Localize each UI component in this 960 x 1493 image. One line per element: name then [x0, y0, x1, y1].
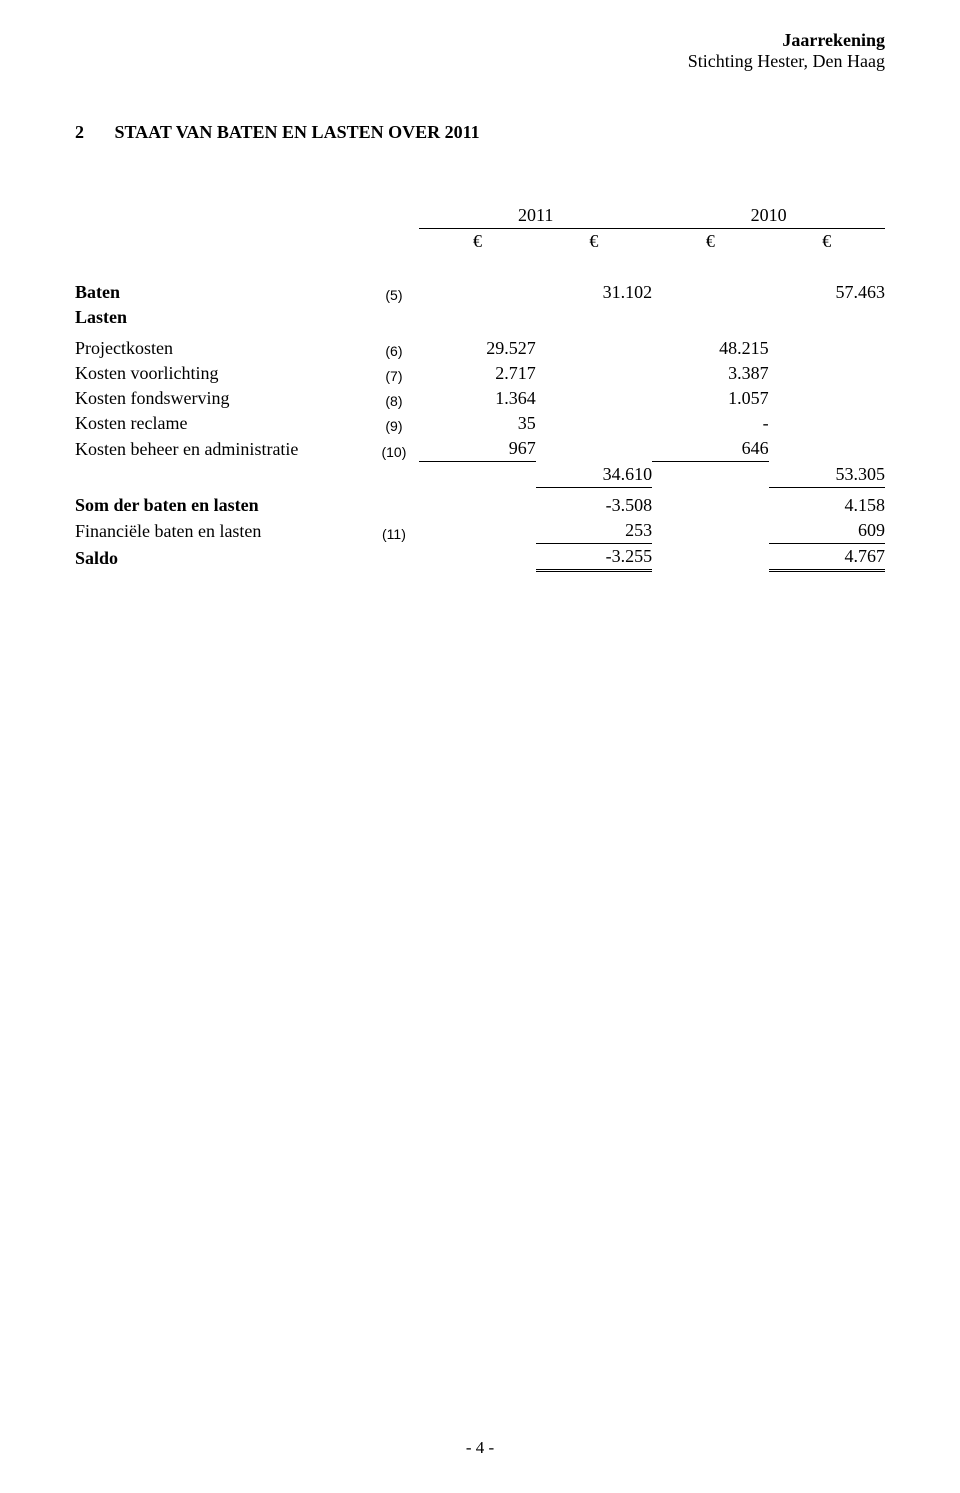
som-label: Som der baten en lasten [75, 493, 369, 518]
year-header-row: 2011 2010 [75, 203, 885, 229]
note-ref: (5) [369, 280, 420, 305]
table-row: Som der baten en lasten -3.508 4.158 [75, 493, 885, 518]
table-row: Projectkosten (6) 29.527 48.215 [75, 336, 885, 361]
table-row: Lasten [75, 305, 885, 330]
row-value: 48.215 [652, 336, 768, 361]
table-row: Baten (5) 31.102 57.463 [75, 280, 885, 305]
saldo-label: Saldo [75, 544, 369, 571]
section-number: 2 [75, 122, 110, 143]
row-value: 646 [652, 436, 768, 462]
lasten-total-2010: 53.305 [769, 462, 885, 488]
table-row: Kosten beheer en administratie (10) 967 … [75, 436, 885, 462]
currency-symbol: € [769, 229, 885, 255]
header-subtitle: Stichting Hester, Den Haag [75, 51, 885, 72]
table-row: Saldo -3.255 4.767 [75, 544, 885, 571]
table-row: Kosten fondswerving (8) 1.364 1.057 [75, 386, 885, 411]
currency-symbol: € [419, 229, 535, 255]
row-label: Kosten voorlichting [75, 361, 369, 386]
page-number: - 4 - [0, 1438, 960, 1458]
currency-symbol: € [652, 229, 768, 255]
table-row: Kosten voorlichting (7) 2.717 3.387 [75, 361, 885, 386]
row-value: 3.387 [652, 361, 768, 386]
note-ref: (8) [369, 386, 420, 411]
row-label: Kosten beheer en administratie [75, 436, 369, 462]
fin-label: Financiële baten en lasten [75, 518, 369, 544]
fin-2011: 253 [536, 518, 652, 544]
financial-table: 2011 2010 € € € € Baten (5) 31.102 57.46… [75, 203, 885, 572]
row-value: - [652, 411, 768, 436]
note-ref: (11) [369, 518, 420, 544]
header-title: Jaarrekening [75, 30, 885, 51]
saldo-2011: -3.255 [536, 544, 652, 571]
saldo-2010: 4.767 [769, 544, 885, 571]
row-label: Kosten reclame [75, 411, 369, 436]
year-2011: 2011 [419, 203, 652, 229]
note-ref: (10) [369, 436, 420, 462]
row-value: 967 [419, 436, 535, 462]
document-header: Jaarrekening Stichting Hester, Den Haag [75, 30, 885, 72]
row-value: 2.717 [419, 361, 535, 386]
note-ref: (9) [369, 411, 420, 436]
section-heading: 2 STAAT VAN BATEN EN LASTEN OVER 2011 [75, 122, 885, 143]
row-value: 35 [419, 411, 535, 436]
som-2011: -3.508 [536, 493, 652, 518]
currency-row: € € € € [75, 229, 885, 255]
table-row: 34.610 53.305 [75, 462, 885, 488]
row-value: 1.057 [652, 386, 768, 411]
row-value: 29.527 [419, 336, 535, 361]
currency-symbol: € [536, 229, 652, 255]
table-row: Financiële baten en lasten (11) 253 609 [75, 518, 885, 544]
som-2010: 4.158 [769, 493, 885, 518]
year-2010: 2010 [652, 203, 885, 229]
row-label: Projectkosten [75, 336, 369, 361]
section-title: STAAT VAN BATEN EN LASTEN OVER 2011 [115, 122, 480, 142]
row-value: 1.364 [419, 386, 535, 411]
fin-2010: 609 [769, 518, 885, 544]
lasten-total-2011: 34.610 [536, 462, 652, 488]
baten-label: Baten [75, 280, 369, 305]
row-label: Kosten fondswerving [75, 386, 369, 411]
note-ref: (6) [369, 336, 420, 361]
table-row: Kosten reclame (9) 35 - [75, 411, 885, 436]
lasten-label: Lasten [75, 305, 369, 330]
baten-2011: 31.102 [536, 280, 652, 305]
note-ref: (7) [369, 361, 420, 386]
baten-2010: 57.463 [769, 280, 885, 305]
